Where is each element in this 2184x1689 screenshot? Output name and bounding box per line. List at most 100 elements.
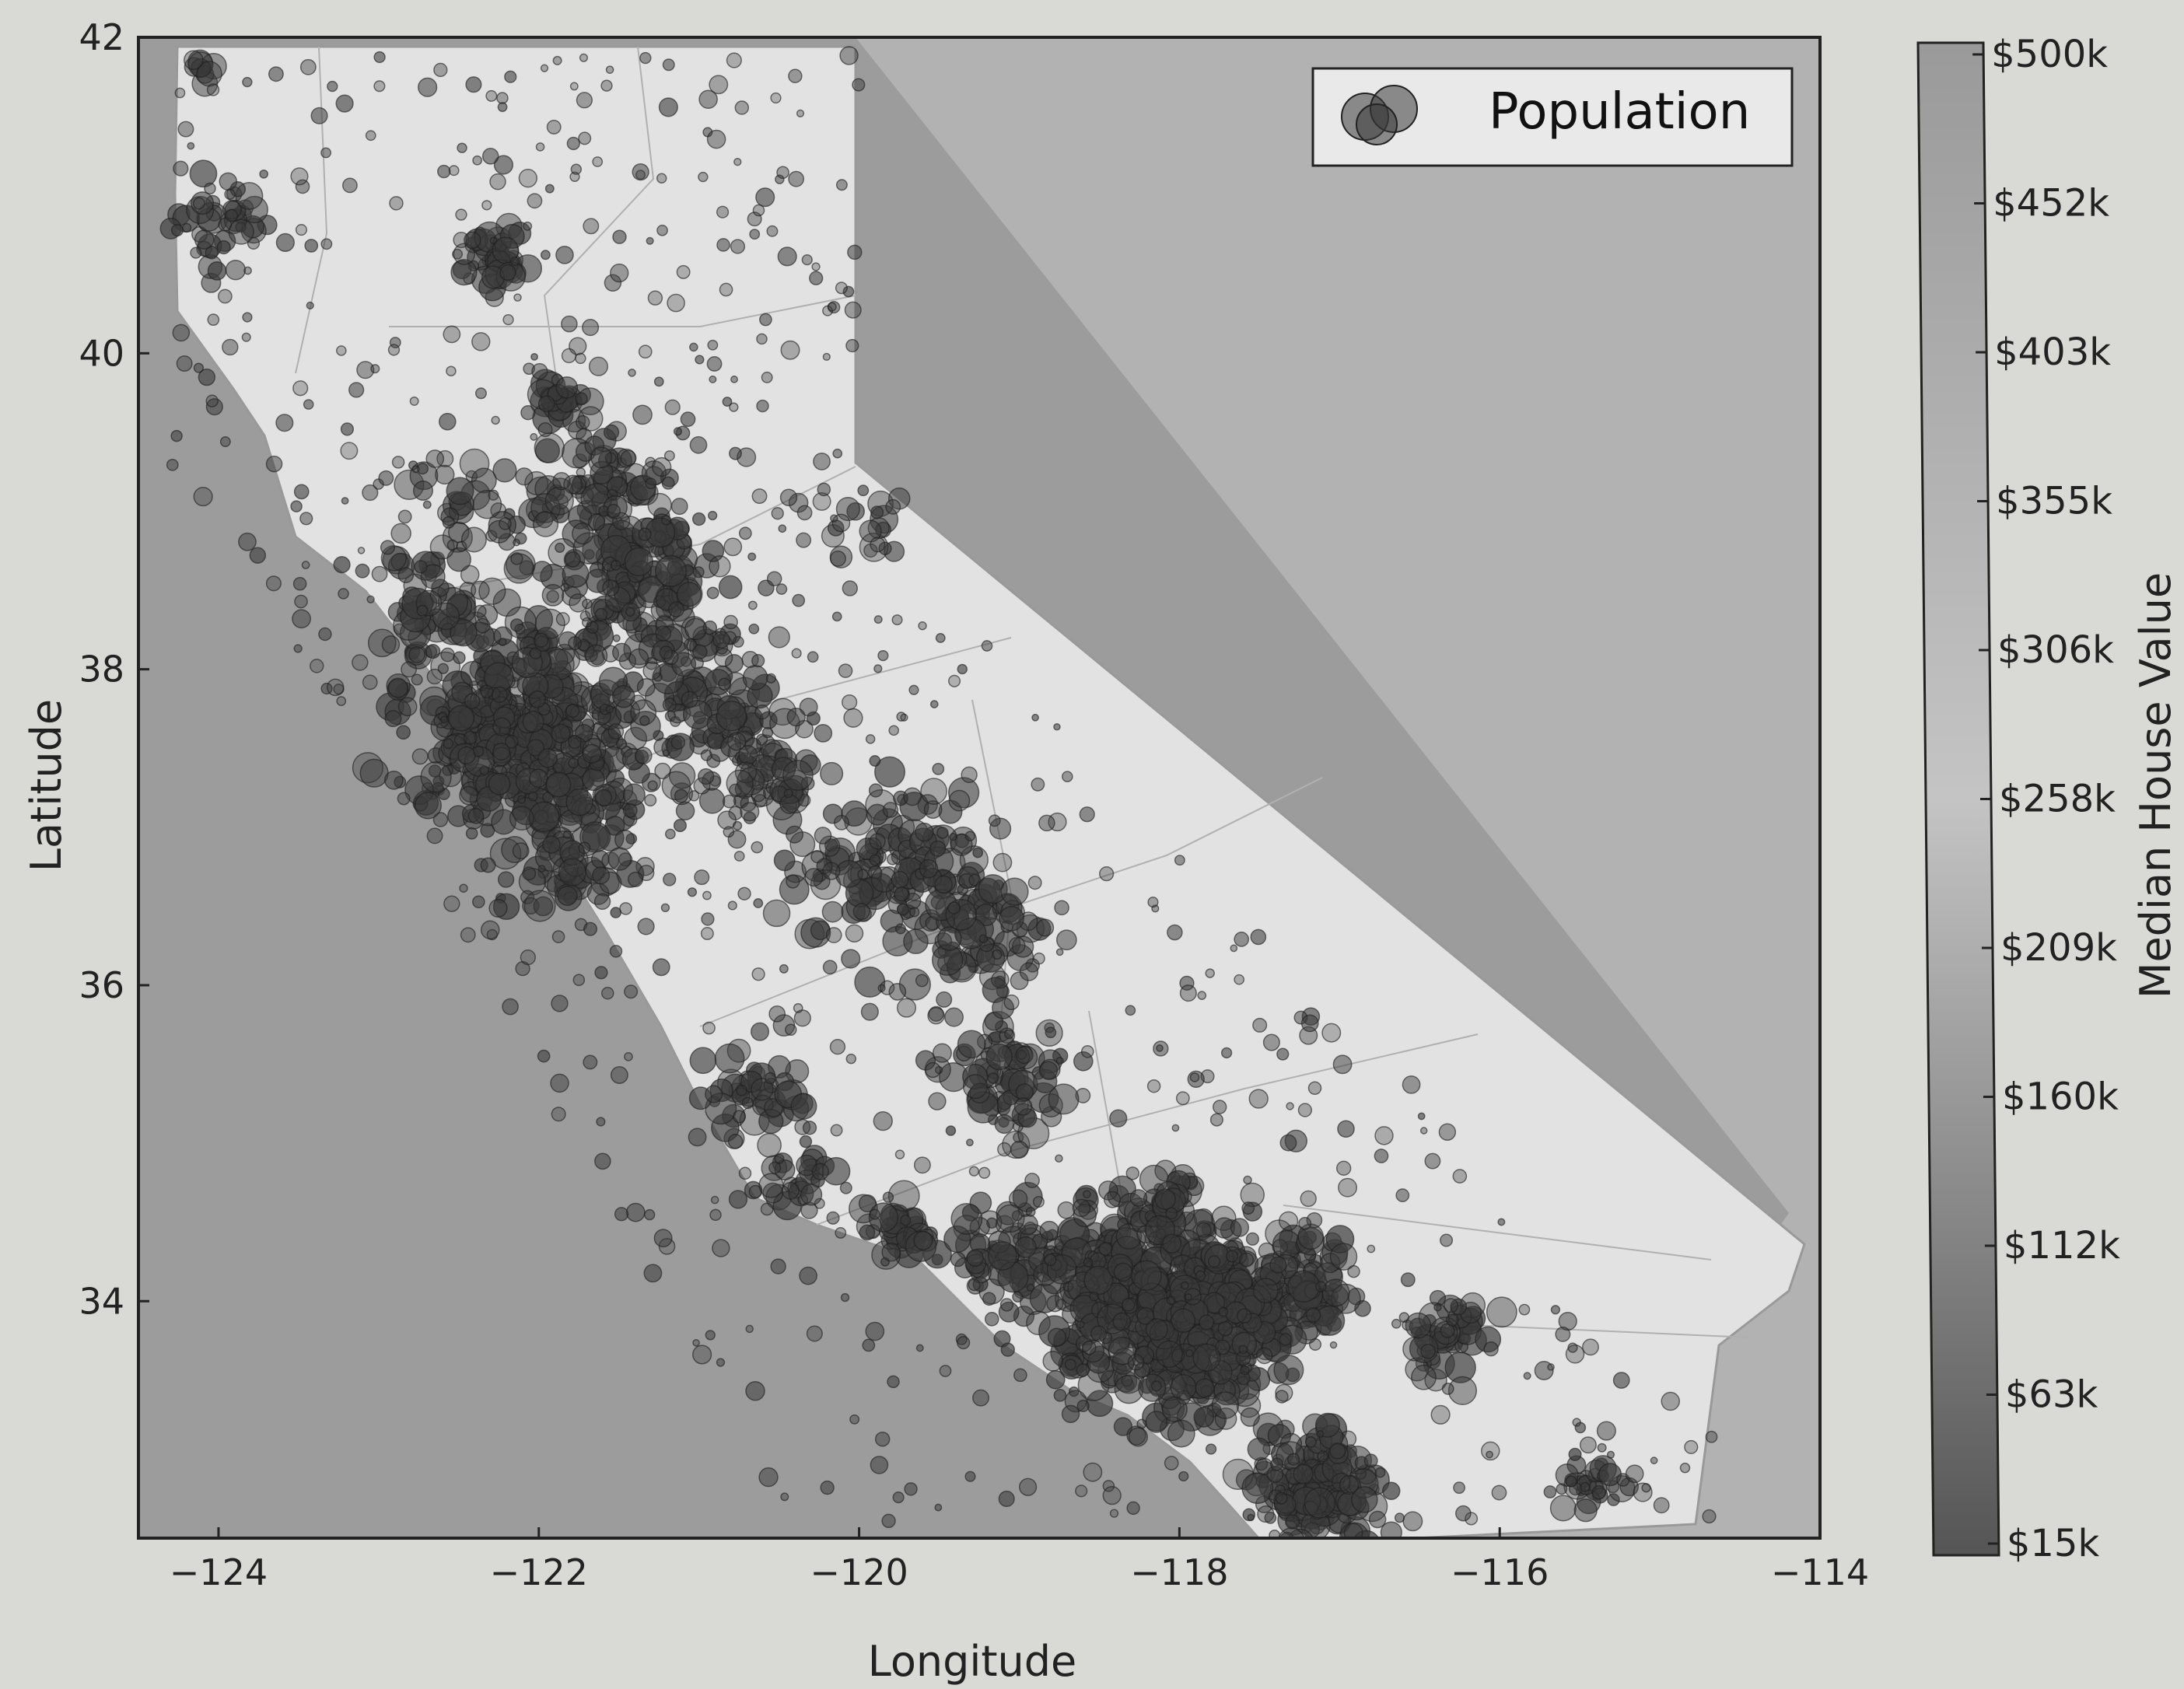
data-point (873, 1110, 893, 1131)
data-point (752, 204, 765, 217)
data-point (692, 1338, 700, 1347)
data-point (869, 755, 881, 767)
data-point (275, 414, 294, 432)
data-point (705, 1085, 723, 1103)
data-point (624, 984, 639, 999)
data-point (894, 923, 906, 935)
data-point (411, 465, 420, 474)
data-point (1329, 1341, 1338, 1349)
data-point (753, 898, 764, 908)
data-point (1650, 1456, 1658, 1465)
data-point (670, 735, 686, 750)
data-point (1044, 1253, 1057, 1267)
data-point (621, 602, 641, 622)
data-point (936, 827, 949, 839)
data-point (1207, 1254, 1221, 1268)
data-point (698, 171, 709, 183)
data-point (807, 651, 819, 663)
data-point (612, 642, 632, 663)
data-point (370, 364, 380, 374)
data-point (1567, 1342, 1578, 1353)
data-point (1075, 1484, 1088, 1498)
data-point (206, 83, 220, 96)
data-point (945, 1125, 957, 1136)
data-point (457, 142, 467, 153)
data-point (249, 547, 267, 564)
data-point (1192, 1343, 1221, 1372)
data-point (894, 886, 909, 902)
data-point (716, 701, 747, 732)
data-point (1582, 1338, 1599, 1356)
data-point (868, 783, 884, 798)
data-point (962, 1074, 988, 1100)
data-point (1185, 1293, 1192, 1301)
data-point (822, 960, 838, 975)
data-point (642, 661, 662, 680)
plot-area (138, 37, 1820, 1538)
data-point (510, 256, 520, 267)
data-point (465, 76, 482, 93)
data-point (656, 173, 667, 184)
data-point (730, 239, 746, 254)
data-point (1080, 1044, 1094, 1058)
data-point (1193, 1407, 1215, 1428)
data-point (869, 833, 886, 850)
data-point (702, 1021, 716, 1035)
x-tick-label: −122 (490, 1551, 588, 1593)
data-point (327, 80, 338, 93)
data-point (1430, 1404, 1451, 1425)
data-point (472, 895, 485, 909)
data-point (1248, 1089, 1269, 1109)
data-point (749, 229, 761, 240)
data-point (235, 222, 247, 233)
data-point (581, 617, 592, 628)
data-point (464, 231, 481, 250)
data-point (452, 248, 464, 260)
data-point (766, 225, 779, 237)
data-point (551, 930, 565, 943)
data-point (259, 169, 269, 179)
data-point (1279, 1134, 1297, 1152)
data-point (845, 338, 859, 353)
data-point (709, 375, 717, 383)
x-tick-label: −116 (1451, 1551, 1549, 1593)
data-point (540, 64, 549, 72)
data-point (575, 352, 586, 365)
data-point (745, 1324, 754, 1334)
data-point (1591, 1484, 1607, 1500)
data-point (292, 380, 309, 397)
data-point (653, 1229, 673, 1248)
data-point (660, 903, 670, 913)
data-point (840, 1292, 850, 1303)
data-point (290, 500, 303, 512)
data-point (1335, 1160, 1352, 1177)
data-point (918, 621, 927, 631)
data-point (999, 905, 1024, 932)
data-point (590, 446, 613, 469)
data-point (443, 895, 460, 912)
data-point (662, 749, 670, 757)
data-point (515, 467, 534, 486)
data-point (1083, 1462, 1103, 1482)
data-point (734, 100, 750, 115)
data-point (1047, 1327, 1066, 1347)
data-point (205, 246, 219, 260)
data-point (999, 1298, 1014, 1312)
data-point (1126, 1501, 1140, 1516)
data-point (527, 193, 543, 209)
colorbar-tick-label: $258k (1999, 778, 2116, 821)
data-point (692, 566, 705, 579)
data-point (1161, 1396, 1188, 1422)
data-point (575, 392, 588, 406)
x-tick-label: −118 (1130, 1551, 1228, 1593)
data-point (788, 170, 805, 187)
data-point (1218, 1306, 1229, 1317)
data-point (1298, 1216, 1312, 1230)
data-point (1205, 968, 1215, 978)
data-point (1368, 1510, 1387, 1529)
data-point (915, 1344, 924, 1352)
data-point (1568, 1447, 1582, 1461)
data-point (530, 432, 538, 441)
data-point (1441, 1382, 1454, 1395)
data-point (1128, 1427, 1148, 1447)
